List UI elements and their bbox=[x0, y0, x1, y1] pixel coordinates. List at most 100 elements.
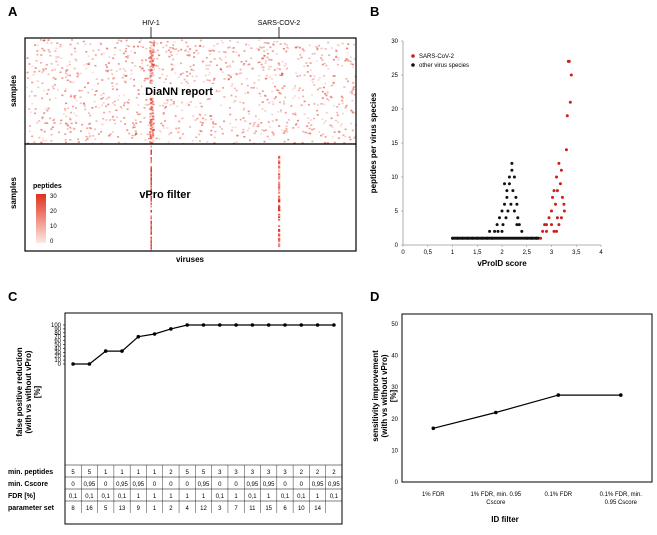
heatmap-cell bbox=[150, 200, 152, 202]
table-cell: 1 bbox=[137, 494, 141, 500]
fp-y-tick-label: 0 bbox=[58, 362, 62, 368]
heatmap-cell bbox=[61, 77, 64, 79]
heatmap-cell bbox=[341, 102, 344, 105]
heatmap-cell bbox=[285, 125, 288, 128]
heatmap-cell bbox=[213, 50, 216, 52]
heatmap-cell bbox=[269, 66, 272, 68]
heatmap-cell bbox=[132, 45, 135, 48]
heatmap-cell bbox=[165, 78, 167, 80]
heatmap-cell bbox=[150, 75, 153, 77]
table-cell: 0,95 bbox=[198, 482, 210, 488]
heatmap-cell bbox=[34, 67, 37, 69]
fp-line bbox=[71, 323, 336, 366]
heatmap-cell bbox=[353, 137, 356, 139]
heatmap-cell bbox=[140, 68, 142, 71]
heatmap-cell bbox=[158, 138, 161, 140]
table-cell: 5 bbox=[186, 470, 190, 476]
heatmap-cell bbox=[57, 88, 59, 91]
heatmap-cell bbox=[202, 117, 204, 120]
heatmap-cell bbox=[278, 64, 281, 66]
scatter-point-sars bbox=[555, 216, 559, 220]
heatmap-cell bbox=[275, 119, 278, 121]
heatmap-cell bbox=[150, 225, 152, 228]
heatmap-cell bbox=[330, 47, 333, 49]
heatmap-cell bbox=[270, 59, 273, 61]
heatmap-cell bbox=[337, 57, 340, 59]
heatmap-cell bbox=[301, 89, 304, 92]
heatmap-cell bbox=[56, 42, 59, 44]
heatmap-cell bbox=[93, 128, 96, 131]
heatmap-cell bbox=[150, 98, 153, 101]
heatmap-cell bbox=[32, 74, 35, 76]
heatmap-cell bbox=[111, 118, 114, 120]
table-cell: 14 bbox=[314, 506, 321, 512]
heatmap-cell bbox=[228, 46, 231, 48]
heatmap-cell bbox=[350, 63, 353, 65]
heatmap-cell bbox=[284, 62, 287, 65]
heatmap-cell bbox=[259, 95, 262, 97]
sars-label: SARS-COV-2 bbox=[258, 20, 301, 27]
heatmap-cell bbox=[186, 54, 189, 57]
heatmap-cell bbox=[204, 118, 207, 121]
heatmap-cell bbox=[117, 39, 120, 42]
heatmap-cell bbox=[278, 175, 281, 178]
heatmap-cell bbox=[84, 105, 86, 108]
heatmap-cell bbox=[144, 77, 147, 80]
heatmap-cell bbox=[105, 98, 108, 100]
heatmap-cell bbox=[351, 99, 354, 102]
heatmap-cell bbox=[145, 59, 147, 61]
heatmap-cell bbox=[149, 67, 152, 70]
colorbar-tick-20: 20 bbox=[50, 209, 57, 215]
heatmap-cell bbox=[41, 137, 44, 140]
scatter-point-other bbox=[511, 189, 515, 193]
heatmap-cell bbox=[236, 135, 239, 137]
scatter-point-other bbox=[525, 236, 529, 240]
heatmap-cell bbox=[269, 76, 272, 78]
heatmap-cell bbox=[158, 77, 161, 79]
table-cell: 0,1 bbox=[281, 494, 290, 500]
scatter-point-other bbox=[507, 182, 511, 186]
heatmap-cell bbox=[335, 56, 337, 58]
heatmap-cell bbox=[105, 47, 108, 50]
heatmap-cell bbox=[252, 123, 255, 126]
heatmap-cell bbox=[316, 88, 319, 91]
heatmap-cell bbox=[177, 76, 180, 79]
heatmap-cell bbox=[267, 42, 270, 45]
heatmap-cell bbox=[228, 107, 231, 109]
heatmap-cell bbox=[194, 119, 197, 121]
heatmap-cell bbox=[210, 129, 213, 132]
heatmap-cell bbox=[36, 121, 39, 124]
heatmap-cell bbox=[150, 129, 153, 132]
scatter-point-other bbox=[506, 209, 510, 213]
heatmap-cell bbox=[180, 101, 183, 104]
heatmap-cell bbox=[286, 46, 289, 49]
heatmap-cell bbox=[151, 129, 154, 132]
heatmap-cell bbox=[256, 47, 259, 50]
heatmap-cell bbox=[216, 64, 218, 67]
heatmap-cell bbox=[76, 42, 79, 45]
heatmap-cell bbox=[324, 48, 327, 50]
heatmap-cell bbox=[146, 64, 149, 67]
heatmap-cell bbox=[79, 72, 82, 75]
table-cell: 8 bbox=[71, 506, 75, 512]
heatmap-cell bbox=[325, 64, 328, 67]
scatter-x-tick-label: 1,5 bbox=[473, 250, 482, 256]
table-cell: 0,1 bbox=[85, 494, 94, 500]
heatmap-cell bbox=[152, 60, 154, 62]
heatmap-cell bbox=[115, 70, 118, 72]
heatmap-cell bbox=[283, 85, 286, 87]
heatmap-cell bbox=[206, 98, 209, 101]
scatter-y-tick-label: 10 bbox=[391, 175, 398, 181]
heatmap-cell bbox=[107, 62, 110, 64]
table-cell: 0,1 bbox=[216, 494, 225, 500]
heatmap-cell bbox=[149, 41, 152, 43]
heatmap-cell bbox=[70, 53, 73, 56]
heatmap-cell bbox=[150, 151, 152, 154]
heatmap-cell bbox=[150, 108, 153, 110]
heatmap-cell bbox=[262, 46, 265, 48]
heatmap-cell bbox=[133, 85, 136, 87]
scatter-point-other bbox=[488, 229, 492, 233]
heatmap-cell bbox=[232, 101, 235, 104]
scatter-point-other bbox=[485, 236, 489, 240]
heatmap-cell bbox=[263, 41, 266, 44]
